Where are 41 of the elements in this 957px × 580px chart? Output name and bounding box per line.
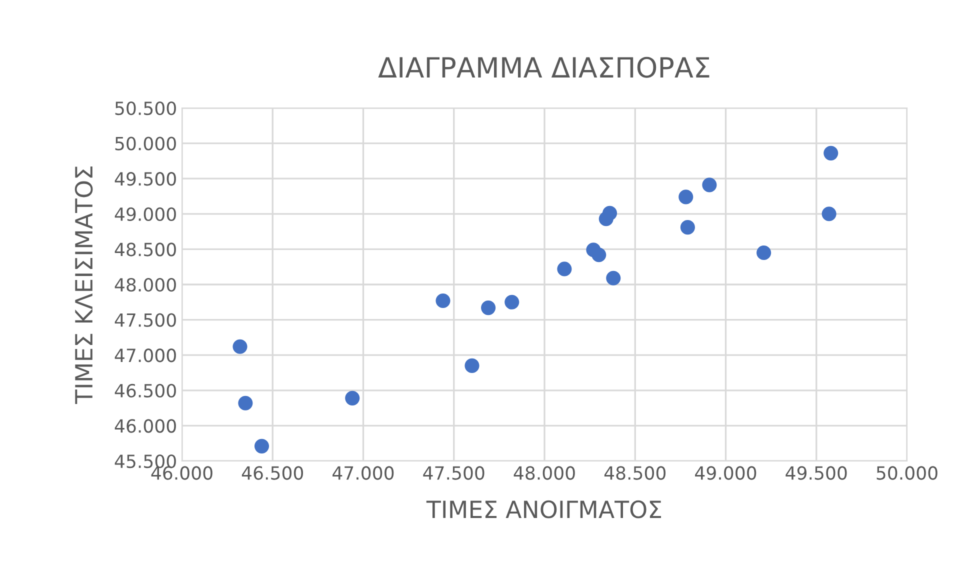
point <box>756 245 772 260</box>
x-tick-label: 48.500 <box>604 466 666 480</box>
y-tick-label: 49.500 <box>114 172 176 186</box>
point <box>481 300 496 316</box>
x-tick-label: 49.500 <box>786 466 847 480</box>
x-tick-label: 46.500 <box>242 466 304 480</box>
point <box>602 206 618 220</box>
chart-title: ΔΙΑΓΡΑΜΜΑ ΔΙΑΣΠΟΡΑΣ <box>378 56 710 78</box>
point <box>504 294 520 310</box>
point <box>464 358 480 373</box>
point <box>822 206 836 222</box>
point <box>557 262 572 276</box>
y-tick-label: 46.500 <box>114 384 176 398</box>
y-tick-label: 46.000 <box>114 419 176 433</box>
x-tick-label: 48.000 <box>514 466 575 480</box>
y-tick-label: 48.500 <box>114 242 176 256</box>
y-tick-label: 50.500 <box>115 101 176 116</box>
y-axis-title: ΤΙΜΕΣ ΚΛΕΙΣΙΜΑΤΟΣ <box>74 166 93 404</box>
point <box>606 270 621 286</box>
x-tick-label: 46.000 <box>151 466 212 480</box>
y-tick-label: 45.500 <box>114 454 176 468</box>
point <box>254 438 270 454</box>
x-axis-title: ΤΙΜΕΣ ΑΝΟΙΓΜΑΤΟΣ <box>426 500 662 518</box>
point <box>678 190 694 204</box>
x-tick-label: 47.000 <box>332 466 394 480</box>
point <box>232 339 248 354</box>
y-tick-label: 47.500 <box>114 313 176 327</box>
point <box>824 146 838 160</box>
point <box>345 390 360 406</box>
y-tick-label: 47.000 <box>114 348 176 362</box>
x-tick-label: 49.000 <box>695 466 756 480</box>
y-tick-label: 49.000 <box>114 207 176 222</box>
point <box>592 248 606 262</box>
point <box>238 396 253 410</box>
x-tick-label: 47.500 <box>423 466 484 480</box>
y-tick-label: 50.000 <box>115 136 176 150</box>
point <box>702 178 717 192</box>
point <box>680 220 695 235</box>
y-tick-label: 48.000 <box>114 278 176 292</box>
point <box>436 293 450 308</box>
x-tick-label: 50.000 <box>876 466 938 480</box>
